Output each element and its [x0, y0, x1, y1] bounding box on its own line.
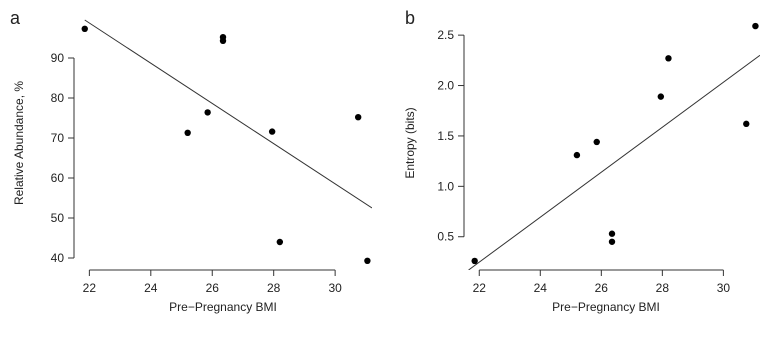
panel-b-x-axis-title: Pre−Pregnancy BMI [552, 300, 660, 314]
panel-a: a 40 50 60 70 80 90 22 24 26 28 30 Pre−Pregnancy B… [10, 8, 372, 314]
panel-a-regression-line [84, 19, 372, 209]
panel-b-data-point [743, 120, 750, 128]
panel-a-label: a [10, 8, 21, 28]
panel-a-y-tick-label: 90 [51, 51, 65, 65]
panel-b-x-tick-label: 24 [534, 281, 548, 295]
panel-a-x-axis-title: Pre−Pregnancy BMI [169, 300, 277, 314]
panel-b-data-point [593, 138, 600, 146]
panel-a-y-axis-title: Relative Abundance, % [12, 81, 26, 205]
panel-a-data-point [81, 25, 88, 32]
panel-b-data-point [573, 151, 581, 159]
panel-a-x-tick-label: 22 [83, 281, 97, 295]
panel-b-label: b [405, 8, 415, 28]
panel-a-data-point [268, 128, 276, 135]
panel-b-y-tick-label: 2.0 [437, 79, 454, 93]
panel-a-x-tick-label: 30 [328, 281, 342, 295]
panel-a-x-tick-label: 26 [206, 281, 220, 295]
panel-a-y-tick-label: 40 [51, 251, 65, 265]
panel-a-data-point [184, 129, 191, 136]
panel-b-x-tick-label: 30 [717, 281, 731, 295]
panel-b-y-tick-label: 1.0 [437, 179, 454, 193]
panel-b-y-axis-title: Entropy (bits) [403, 107, 417, 178]
panel-a-y-tick-label: 60 [51, 171, 65, 185]
panel-b: b 0.5 1.0 1.5 2.0 2.5 22 24 26 28 30 Pre−Pregnanc… [403, 8, 760, 314]
panel-b-plot-area: 0.5 1.0 1.5 2.0 2.5 22 24 26 28 30 [437, 22, 760, 295]
panel-a-x-tick-label: 24 [144, 281, 158, 295]
panel-b-data-point [608, 230, 616, 237]
panel-b-regression-line [468, 54, 760, 270]
panel-a-data-point [276, 238, 284, 246]
panel-b-data-point [665, 55, 672, 62]
panel-b-data-point [752, 22, 759, 30]
panel-b-x-tick-label: 22 [473, 281, 487, 295]
panel-a-data-point [219, 37, 227, 44]
panel-a-y-tick-label: 80 [51, 91, 65, 105]
panel-a-data-point [364, 257, 371, 264]
panel-a-y-tick-label: 70 [51, 131, 65, 145]
panel-a-plot-area: 40 50 60 70 80 90 22 24 26 28 30 [51, 19, 372, 295]
panel-a-x-tick-label: 28 [267, 281, 281, 295]
panel-b-data-point [608, 238, 616, 245]
panel-b-x-tick-label: 28 [656, 281, 670, 295]
panel-a-data-point [204, 109, 211, 116]
panel-b-data-point [657, 93, 665, 100]
panel-b-data-point [471, 257, 478, 265]
panel-b-y-tick-label: 2.5 [437, 28, 454, 42]
panel-a-data-point [354, 114, 362, 121]
panel-b-y-tick-label: 1.5 [437, 129, 454, 143]
panel-a-y-tick-label: 50 [51, 211, 65, 225]
panel-b-y-tick-label: 0.5 [437, 230, 454, 244]
panel-b-x-tick-label: 26 [595, 281, 609, 295]
